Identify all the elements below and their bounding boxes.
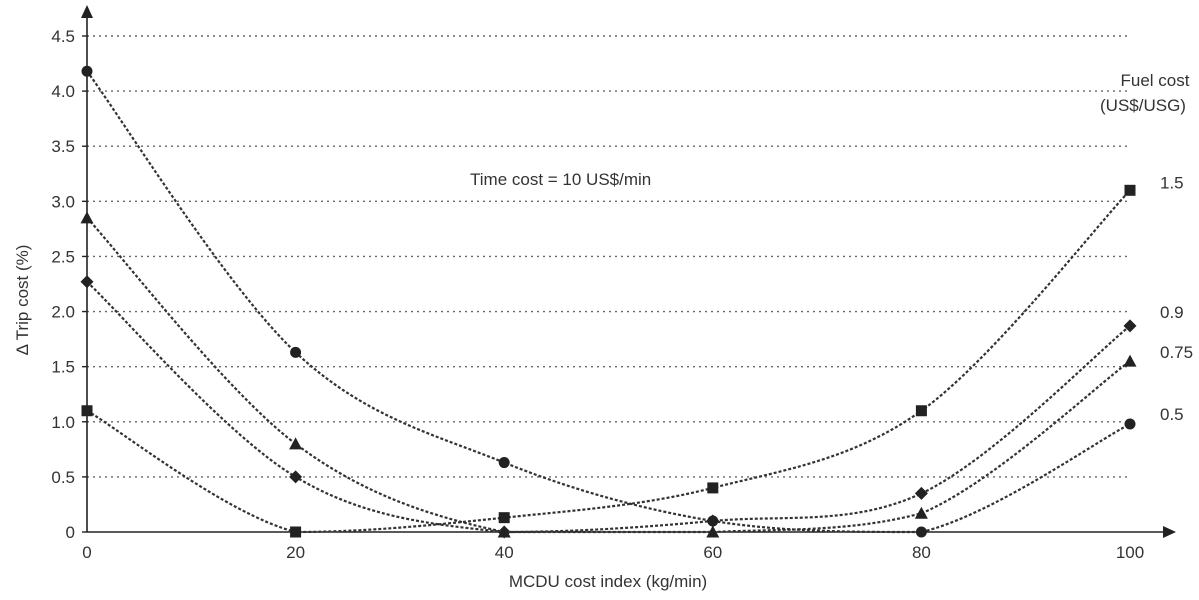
x-tick-label: 0 [82, 543, 91, 562]
y-tick-label: 2.0 [51, 303, 75, 322]
series-line-circle [86, 70, 1131, 534]
series-square-marker [707, 482, 719, 494]
series-line-triangle [86, 217, 1131, 534]
y-tick-label: 4.5 [51, 27, 75, 46]
y-tick-label: 3.0 [51, 192, 75, 211]
y-tick-label: 3.5 [51, 137, 75, 156]
series-diamond-marker [289, 470, 303, 484]
x-axis-label: MCDU cost index (kg/min) [509, 572, 707, 591]
series-square-marker [290, 526, 302, 538]
series-triangle: 0.75 [80, 211, 1193, 538]
x-tick-label: 100 [1116, 543, 1144, 562]
legend-title-line-2: (US$/USG) [1100, 96, 1186, 115]
y-tick-label: 4.0 [51, 82, 75, 101]
y-axis-label: Δ Trip cost (%) [13, 245, 32, 356]
x-tick-label: 40 [495, 543, 514, 562]
series-label: 0.9 [1160, 303, 1184, 322]
series-triangle-marker [289, 437, 303, 450]
series-label: 0.5 [1160, 405, 1184, 424]
y-tick-label: 0 [66, 523, 75, 542]
series-square: 1.5 [81, 173, 1184, 538]
y-axis-arrow-icon [81, 5, 93, 18]
series-triangle-marker [706, 525, 720, 538]
series-square-marker [1124, 184, 1136, 196]
series-circle-marker [290, 346, 302, 358]
y-tick-label: 1.0 [51, 413, 75, 432]
x-axis-arrow-icon [1163, 526, 1176, 538]
series-line-square [86, 189, 1131, 534]
x-tick-label: 60 [703, 543, 722, 562]
series-square-marker [81, 405, 93, 417]
series-circle: 0.5 [81, 65, 1184, 538]
legend-title-line-1: Fuel cost [1121, 71, 1190, 90]
series-group: 1.5 0.9 0.75 0.5 [80, 65, 1193, 539]
series-circle-marker [915, 526, 927, 538]
series-square-marker [915, 405, 927, 417]
y-tick-label: 1.5 [51, 358, 75, 377]
y-tick-label: 0.5 [51, 468, 75, 487]
labels: Time cost = 10 US$/min Fuel cost (US$/US… [13, 71, 1190, 591]
annotation-text: Time cost = 10 US$/min [470, 170, 651, 189]
series-circle-marker [707, 515, 719, 527]
series-diamond-marker [1123, 319, 1137, 333]
series-triangle-marker [914, 506, 928, 519]
y-tick-label: 2.5 [51, 247, 75, 266]
series-diamond-marker [914, 486, 928, 500]
series-triangle-marker [80, 211, 94, 224]
series-square-marker [498, 512, 510, 524]
series-label: 1.5 [1160, 173, 1184, 192]
series-line-diamond [86, 280, 1131, 534]
series-circle-marker [498, 457, 510, 469]
axes: 0 0.5 1.0 1.5 2.0 2.5 3.0 3.5 4.0 4.5 0 20 40 60 80 100 [51, 5, 1176, 562]
series-diamond-marker [80, 275, 94, 289]
grid [87, 35, 1130, 478]
series-label: 0.75 [1160, 343, 1193, 362]
x-tick-label: 80 [912, 543, 931, 562]
series-circle-marker [1124, 418, 1136, 430]
x-tick-label: 20 [286, 543, 305, 562]
series-triangle-marker [1123, 354, 1137, 367]
series-circle-marker [81, 65, 93, 77]
series-diamond: 0.9 [80, 275, 1184, 539]
series-triangle-marker [497, 525, 511, 538]
